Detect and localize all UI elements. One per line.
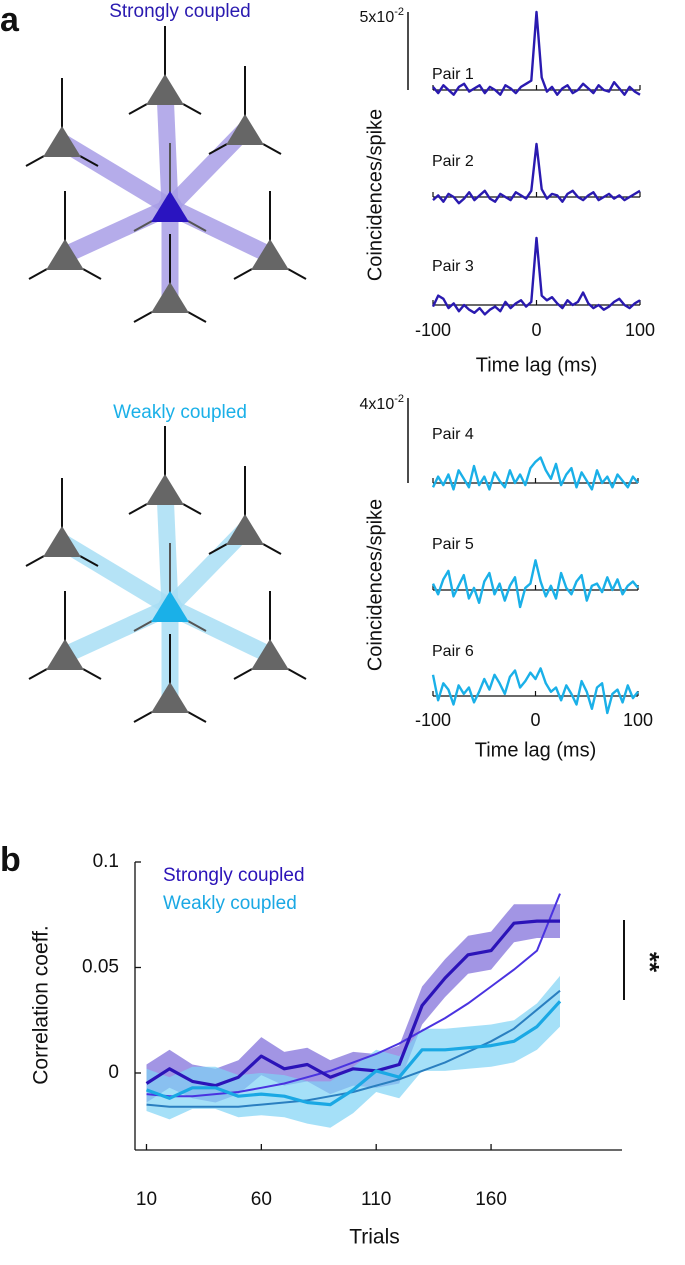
dendrite [262,543,282,555]
pair-label: Pair 6 [432,643,474,660]
x-tick-label: 60 [251,1189,272,1210]
dendrite [128,503,148,515]
x-tick-label: -100 [415,710,451,730]
dendrite [82,668,102,680]
dendrite [25,555,45,567]
dendrite [128,103,148,115]
error-band [146,975,560,1128]
scale-bar-label: 4x10-2 [360,393,404,413]
correlogram-trace [432,142,641,205]
dendrite [187,220,207,232]
x-axis-label: Time lag (ms) [476,354,597,376]
dendrite [287,268,307,280]
coupling-link [57,534,175,615]
correlogram-trace [431,559,639,609]
scale-bar-label: 5x10-2 [360,6,404,26]
correlogram-trace [431,667,639,715]
correlogram-trace [431,456,639,491]
x-tick-label: 100 [625,320,655,340]
x-tick-label: -100 [415,320,451,340]
coupling-link [61,599,174,663]
scale-bar-base: 4x10 [360,396,395,413]
dendrite [187,620,207,632]
pair-label: Pair 4 [432,426,474,443]
dendrite [28,268,48,280]
data-line [145,1000,562,1107]
x-tick-label: 110 [361,1189,391,1210]
neuron [146,74,184,105]
fit-line [146,989,561,1108]
dendrite [133,220,153,232]
neuron [46,639,84,670]
pair-label: Pair 5 [432,536,474,553]
dendrite [79,155,99,167]
x-tick-label: 160 [475,1189,507,1210]
dendrite [182,503,202,515]
coupling-link [166,199,274,263]
legend-entry: Strongly coupled [163,865,305,886]
coupling-link [61,199,174,263]
neuron [46,239,84,270]
error-band [146,904,560,1103]
dendrite [133,311,153,323]
y-tick-label: 0.05 [82,957,119,978]
scale-bar-base: 5x10 [360,9,395,26]
dendrite [28,668,48,680]
dendrite [187,311,207,323]
neuron [146,474,184,505]
dendrite [208,143,228,155]
neuron [43,126,81,157]
coupling-link [166,599,274,663]
legend-entry: Weakly coupled [163,893,297,914]
y-tick-label: 0.1 [93,851,119,872]
dendrite [233,668,253,680]
y-axis-label: Coincidences/spike [364,109,386,281]
neuron [151,191,189,222]
dendrite [287,668,307,680]
dendrite [79,555,99,567]
panel-label: a [0,1,20,39]
pair-label: Pair 1 [432,66,474,83]
x-tick-label: 10 [136,1189,157,1210]
coupling-link [57,134,175,215]
x-tick-label: 0 [530,710,540,730]
dendrite [262,143,282,155]
neuron [226,514,264,545]
panel-label: b [0,841,21,879]
significance-label: ** [635,952,665,973]
correlogram-trace [432,10,641,96]
neuron [251,239,289,270]
pair-label: Pair 2 [432,153,474,170]
dendrite [187,711,207,723]
dendrite [133,711,153,723]
scale-bar-exponent: -2 [394,6,404,18]
x-tick-label: 0 [531,320,541,340]
correlogram-trace [431,236,641,316]
scale-bar-exponent: -2 [394,393,404,405]
x-tick-label: 100 [623,710,653,730]
pair-label: Pair 3 [432,258,474,275]
dendrite [82,268,102,280]
neuron [151,591,189,622]
dendrite [25,155,45,167]
group-label: Strongly coupled [109,1,251,22]
neuron [43,526,81,557]
neuron [151,682,189,713]
neuron [251,639,289,670]
dendrite [233,268,253,280]
group-label: Weakly coupled [113,402,247,423]
y-axis-label: Correlation coeff. [30,925,53,1085]
dendrite [182,103,202,115]
y-tick-label: 0 [108,1062,119,1083]
dendrite [208,543,228,555]
neuron [151,282,189,313]
fit-line [146,893,561,1098]
data-line [145,919,560,1088]
dendrite [133,620,153,632]
neuron [226,114,264,145]
y-axis-label: Coincidences/spike [364,499,386,671]
x-axis-label: Time lag (ms) [475,739,596,761]
x-axis-label: Trials [349,1226,400,1249]
